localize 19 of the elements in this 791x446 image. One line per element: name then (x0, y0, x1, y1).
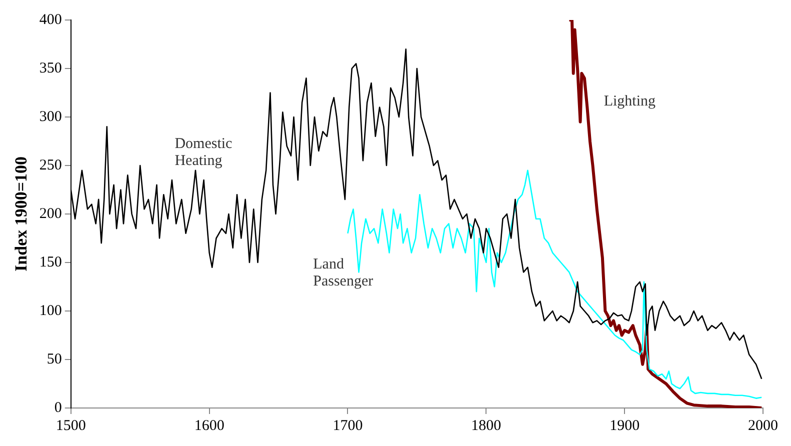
x-tick-label: 1500 (56, 418, 86, 434)
y-tick-label: 100 (39, 302, 62, 319)
x-tick-label: 1800 (471, 418, 502, 434)
y-tick-label: 200 (39, 206, 62, 222)
y-tick-label: 150 (39, 254, 62, 270)
series-label: Lighting (604, 93, 656, 110)
x-tick-label: 1900 (610, 418, 640, 434)
y-tick-label: 350 (39, 60, 62, 76)
y-tick-label: 400 (39, 12, 62, 28)
x-tick-label: 1600 (194, 418, 224, 434)
x-tick-label: 2000 (748, 418, 778, 434)
y-tick-label: 250 (39, 157, 62, 174)
series-label: Domestic Heating (174, 136, 233, 170)
series-label: Land Passenger (313, 256, 374, 290)
y-tick-label: 0 (54, 400, 62, 416)
x-tick-label: 1700 (332, 418, 363, 434)
y-axis-title: Index 1900=100 (12, 156, 31, 272)
y-tick-label: 50 (46, 351, 62, 368)
y-tick-label: 300 (39, 108, 62, 125)
